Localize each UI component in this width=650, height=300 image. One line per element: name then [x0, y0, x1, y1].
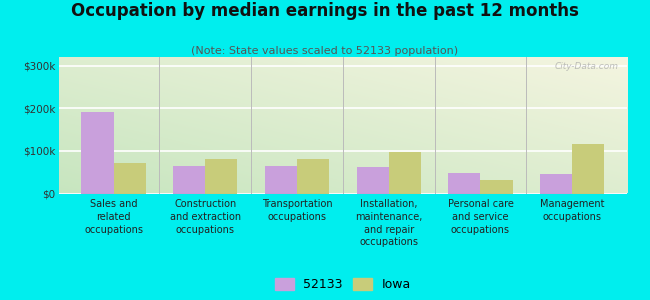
Bar [173, 166, 205, 194]
Bar [297, 159, 329, 194]
Bar [265, 166, 297, 194]
Text: Personal care
and service
occupations: Personal care and service occupations [448, 199, 514, 235]
Text: Occupation by median earnings in the past 12 months: Occupation by median earnings in the pas… [71, 2, 579, 20]
Bar [389, 152, 421, 194]
Text: Sales and
related
occupations: Sales and related occupations [84, 199, 143, 235]
Bar [81, 112, 114, 194]
Text: Transportation
occupations: Transportation occupations [262, 199, 332, 222]
Bar [357, 167, 389, 194]
Text: (Note: State values scaled to 52133 population): (Note: State values scaled to 52133 popu… [192, 46, 458, 56]
Text: City-Data.com: City-Data.com [554, 62, 619, 71]
Text: Installation,
maintenance,
and repair
occupations: Installation, maintenance, and repair oc… [355, 199, 422, 248]
Bar [448, 173, 480, 194]
Text: Management
occupations: Management occupations [540, 199, 604, 222]
Bar [205, 158, 237, 194]
Bar [480, 180, 513, 194]
Text: Construction
and extraction
occupations: Construction and extraction occupations [170, 199, 241, 235]
Bar [540, 174, 572, 194]
Legend: 52133, Iowa: 52133, Iowa [272, 276, 413, 294]
Bar [572, 144, 604, 194]
Bar [114, 163, 146, 194]
